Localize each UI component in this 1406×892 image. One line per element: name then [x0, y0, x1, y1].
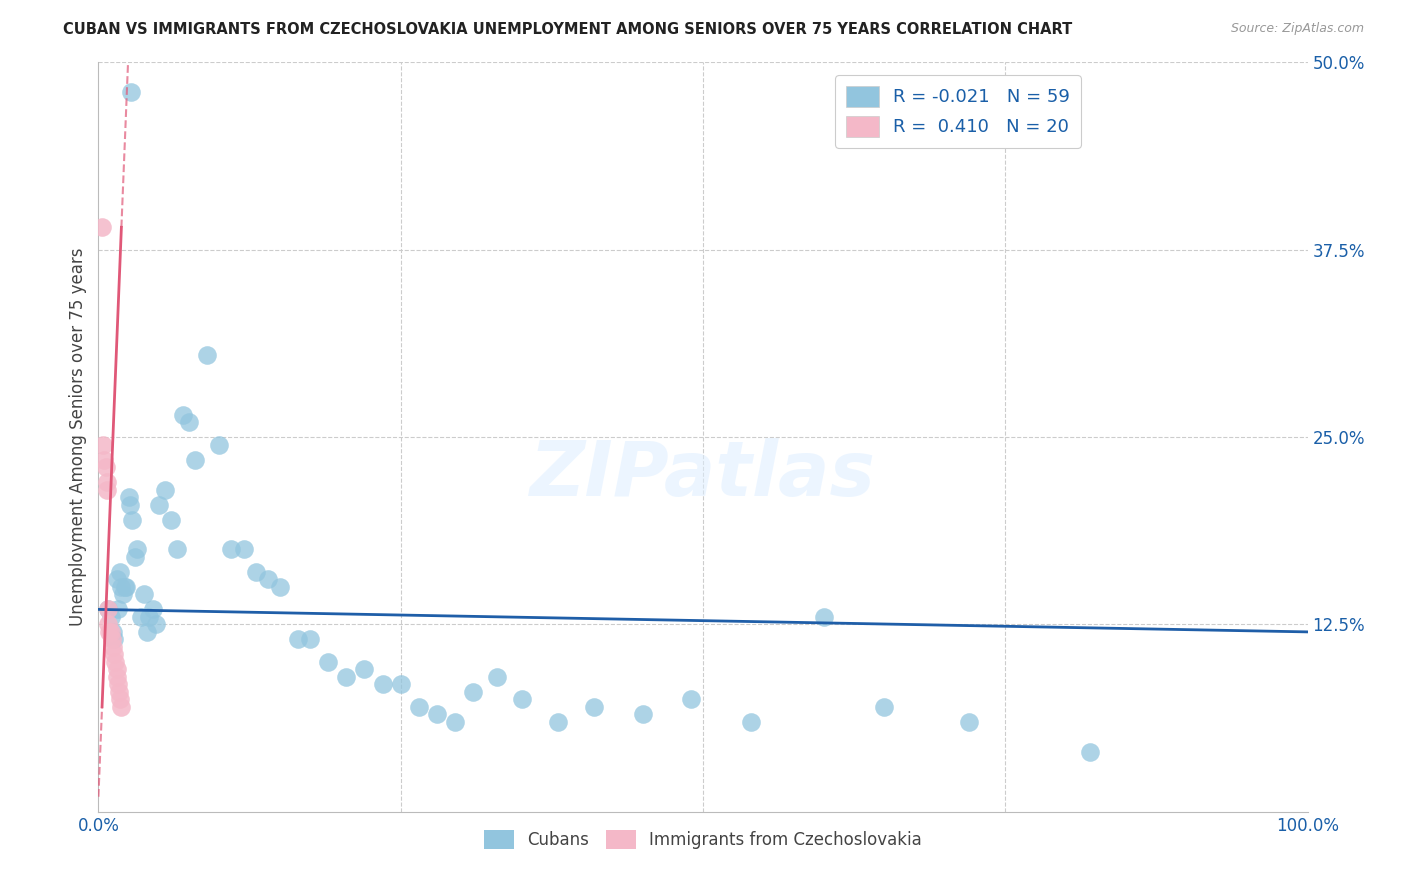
Point: [103, 648, 125, 662]
Point: [129, 610, 152, 624]
Point: [118, 490, 141, 504]
Legend: Cubans, Immigrants from Czechoslovakia: Cubans, Immigrants from Czechoslovakia: [478, 823, 928, 855]
Point: [120, 86, 142, 100]
Point: [463, 685, 485, 699]
Point: [426, 707, 449, 722]
Point: [813, 610, 835, 624]
Point: [221, 542, 243, 557]
Point: [96, 475, 118, 489]
Point: [679, 692, 702, 706]
Point: [145, 617, 167, 632]
Point: [208, 437, 231, 451]
Point: [96, 483, 118, 497]
Point: [104, 655, 127, 669]
Text: Source: ZipAtlas.com: Source: ZipAtlas.com: [1230, 22, 1364, 36]
Point: [107, 677, 129, 691]
Point: [97, 602, 120, 616]
Point: [94, 460, 117, 475]
Point: [100, 624, 122, 639]
Point: [100, 610, 122, 624]
Point: [195, 348, 218, 362]
Point: [127, 542, 149, 557]
Point: [740, 714, 762, 729]
Point: [486, 670, 509, 684]
Point: [138, 610, 160, 624]
Point: [873, 699, 896, 714]
Point: [107, 602, 129, 616]
Point: [179, 415, 201, 429]
Point: [444, 714, 467, 729]
Point: [142, 602, 165, 616]
Point: [101, 640, 124, 654]
Point: [115, 580, 138, 594]
Point: [105, 662, 128, 676]
Point: [91, 220, 114, 235]
Point: [408, 699, 430, 714]
Point: [389, 677, 412, 691]
Point: [957, 714, 980, 729]
Point: [160, 512, 183, 526]
Point: [135, 624, 157, 639]
Point: [101, 624, 124, 639]
Point: [631, 707, 654, 722]
Point: [105, 573, 128, 587]
Point: [166, 542, 188, 557]
Point: [316, 655, 339, 669]
Point: [269, 580, 291, 594]
Text: ZIPatlas: ZIPatlas: [530, 438, 876, 511]
Point: [118, 498, 141, 512]
Text: CUBAN VS IMMIGRANTS FROM CZECHOSLOVAKIA UNEMPLOYMENT AMONG SENIORS OVER 75 YEARS: CUBAN VS IMMIGRANTS FROM CZECHOSLOVAKIA …: [63, 22, 1073, 37]
Point: [100, 632, 122, 647]
Point: [134, 587, 156, 601]
Point: [299, 632, 322, 647]
Point: [153, 483, 176, 497]
Point: [124, 549, 146, 564]
Point: [108, 565, 131, 579]
Point: [97, 617, 120, 632]
Point: [287, 632, 309, 647]
Point: [256, 573, 278, 587]
Y-axis label: Unemployment Among Seniors over 75 years: Unemployment Among Seniors over 75 years: [69, 248, 87, 626]
Point: [232, 542, 254, 557]
Point: [148, 498, 170, 512]
Point: [353, 662, 375, 676]
Point: [108, 685, 131, 699]
Point: [1078, 745, 1101, 759]
Point: [510, 692, 533, 706]
Point: [93, 452, 115, 467]
Point: [110, 580, 132, 594]
Point: [97, 602, 120, 616]
Point: [583, 699, 606, 714]
Point: [110, 699, 132, 714]
Point: [184, 452, 207, 467]
Point: [98, 624, 121, 639]
Point: [105, 670, 128, 684]
Point: [547, 714, 569, 729]
Point: [371, 677, 394, 691]
Point: [245, 565, 267, 579]
Point: [121, 512, 143, 526]
Point: [111, 587, 134, 601]
Point: [91, 437, 114, 451]
Point: [114, 580, 136, 594]
Point: [103, 632, 125, 647]
Point: [108, 692, 131, 706]
Point: [335, 670, 357, 684]
Point: [172, 408, 194, 422]
